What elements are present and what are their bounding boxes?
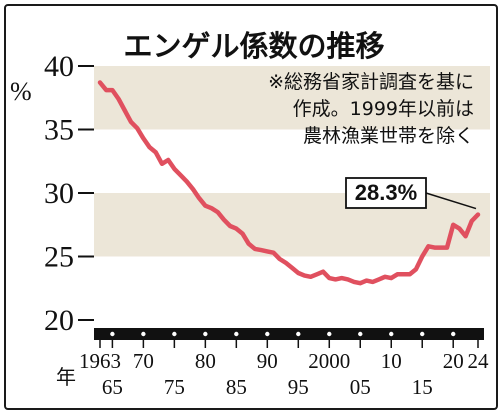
x-tick-label-1980: 80 xyxy=(195,349,216,373)
note-line-2: 農林漁業世帯を除く xyxy=(303,125,474,147)
x-axis-dot-1980 xyxy=(203,331,208,337)
y-axis-unit: % xyxy=(10,77,32,106)
x-axis-dot-2010 xyxy=(389,331,394,337)
x-axis-dot-1985 xyxy=(234,331,239,337)
y-tick-label-35: 35 xyxy=(44,114,74,147)
x-tick-label-1965: 65 xyxy=(102,375,123,399)
x-tick-label-1985: 85 xyxy=(226,375,247,399)
x-tick-label-2000: 2000 xyxy=(308,349,350,373)
callout-box xyxy=(345,177,427,209)
x-axis-dot-2020 xyxy=(451,331,456,337)
x-tick-label-2005: 05 xyxy=(350,375,371,399)
x-axis-dot-2005 xyxy=(358,331,363,337)
x-axis-unit: 年 xyxy=(56,365,76,389)
x-axis-dot-1975 xyxy=(172,331,177,337)
x-axis-labels: 1963 70 80 90 2000 10 20 24 65 75 85 95 05 15 xyxy=(79,340,489,399)
callout-leader-line xyxy=(425,192,477,210)
latest-value-callout: 28.3% xyxy=(345,177,477,210)
y-tick-label-20: 20 xyxy=(44,304,74,337)
x-tick-label-1975: 75 xyxy=(164,375,185,399)
x-axis-dot-1970 xyxy=(141,331,146,337)
x-tick-label-2010: 10 xyxy=(381,349,402,373)
x-tick-label-1963: 1963 xyxy=(79,349,121,373)
x-axis-dot-2000 xyxy=(327,331,332,337)
x-axis-dot-1990 xyxy=(265,331,270,337)
note-line-0: ※総務省家計調査を基に xyxy=(268,71,474,93)
x-tick-label-1990: 90 xyxy=(257,349,278,373)
y-axis: 20 25 30 35 40 xyxy=(44,50,94,337)
shaded-bands xyxy=(94,66,490,257)
x-axis-dot-1995 xyxy=(296,331,301,337)
x-axis-band xyxy=(94,328,484,340)
x-tick-label-2020: 20 xyxy=(443,349,464,373)
series-layer xyxy=(97,80,481,286)
x-tick-label-2024: 24 xyxy=(468,349,490,373)
x-axis-dot-1965 xyxy=(110,331,115,337)
chart-title: エンゲル係数の推移 xyxy=(123,29,384,63)
y-tick-label-30: 30 xyxy=(44,177,74,210)
x-axis-bar xyxy=(94,328,484,340)
shaded-band-1 xyxy=(94,66,490,130)
note-line-1: 作成。1999年以前は xyxy=(293,98,474,120)
series-line-engel-coefficient xyxy=(97,80,481,286)
engel-coefficient-chart: エンゲル係数の推移 ※総務省家計調査を基に作成。1999年以前は農林漁業世帯を除… xyxy=(10,29,490,399)
y-tick-label-40: 40 xyxy=(44,50,74,83)
y-tick-label-25: 25 xyxy=(44,241,74,274)
x-tick-label-2015: 15 xyxy=(412,375,433,399)
x-axis-dot-2015 xyxy=(420,331,425,337)
callout-label: 28.3% xyxy=(355,180,417,205)
x-tick-label-1970: 70 xyxy=(133,349,154,373)
x-tick-label-1995: 95 xyxy=(288,375,309,399)
chart-panel: エンゲル係数の推移 ※総務省家計調査を基に作成。1999年以前は農林漁業世帯を除… xyxy=(4,4,498,410)
